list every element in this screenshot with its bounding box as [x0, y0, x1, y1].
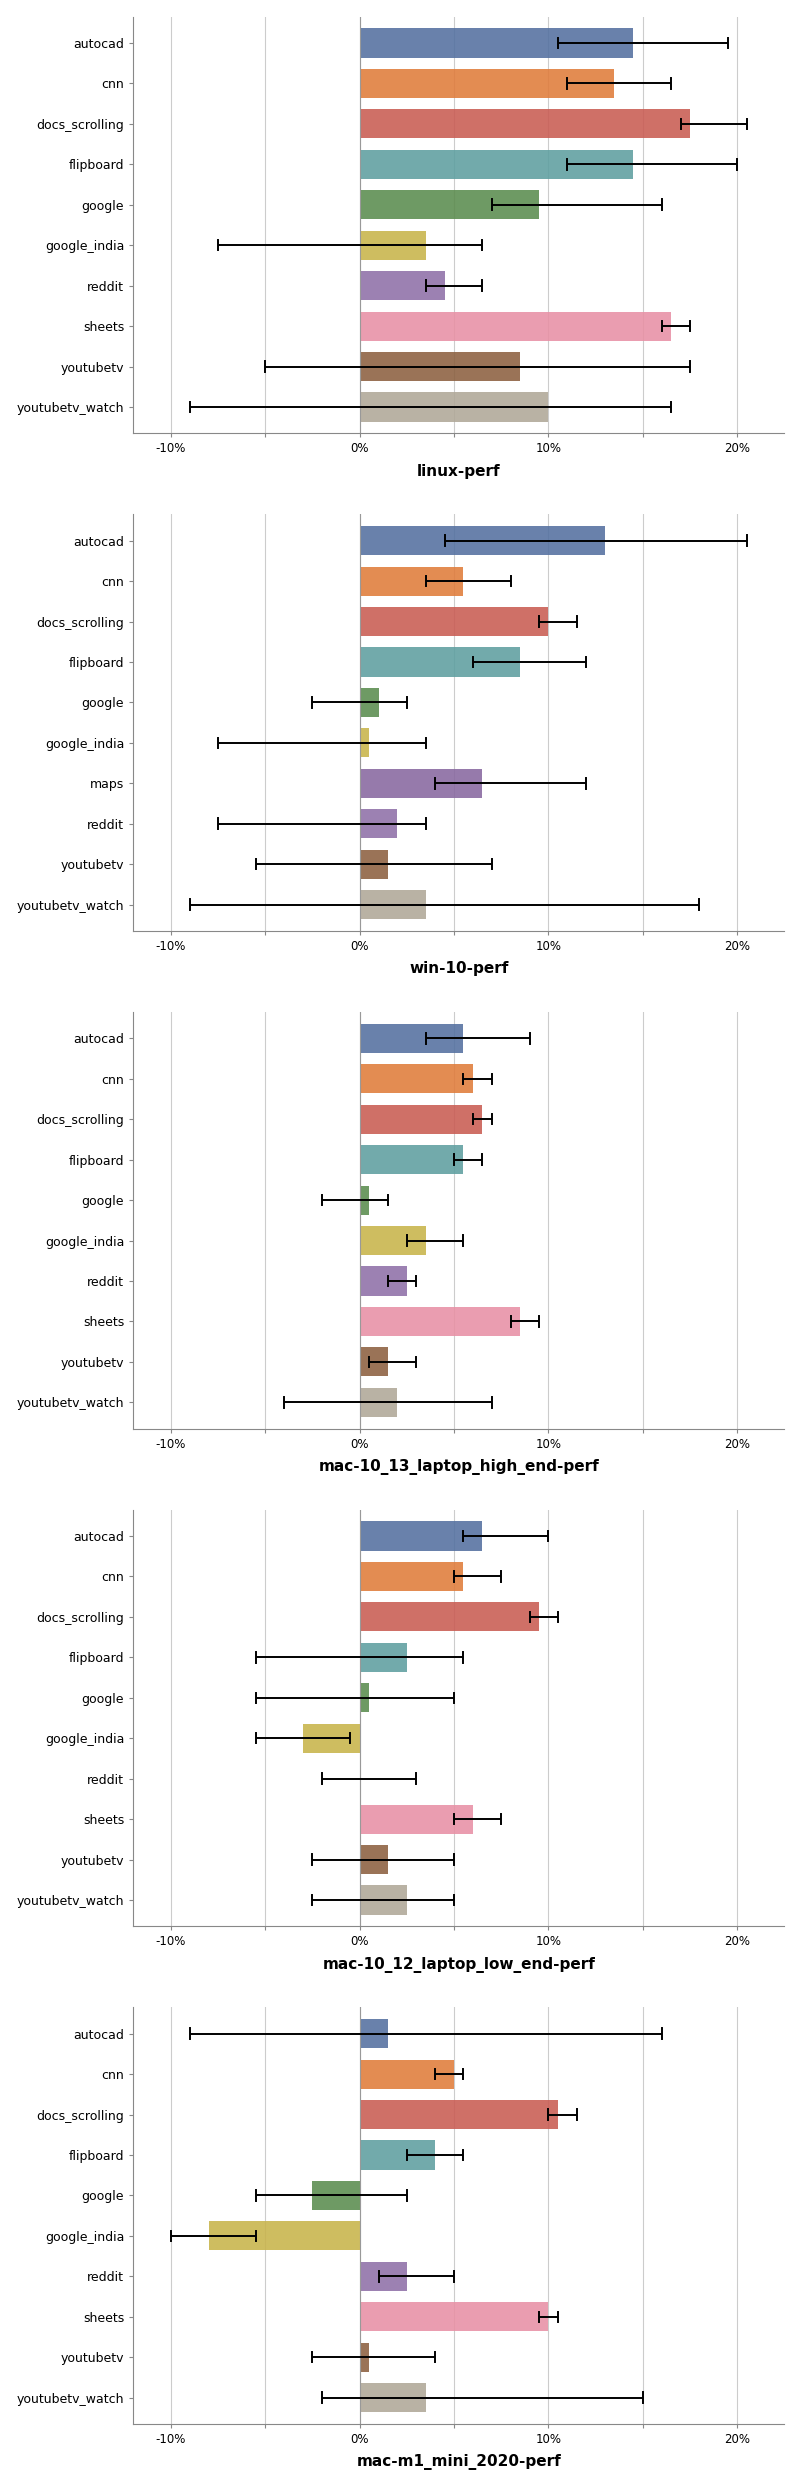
Bar — [360, 2059, 454, 2089]
Bar — [360, 1104, 482, 1134]
Bar — [360, 808, 397, 838]
Bar — [360, 1266, 407, 1296]
X-axis label: mac-10_13_laptop_high_end-perf: mac-10_13_laptop_high_end-perf — [318, 1460, 599, 1475]
Bar — [360, 2099, 557, 2129]
X-axis label: linux-perf: linux-perf — [417, 463, 501, 478]
Bar — [360, 1684, 369, 1714]
Bar — [360, 567, 464, 597]
Bar — [360, 2019, 388, 2049]
Bar — [360, 647, 520, 676]
X-axis label: win-10-perf: win-10-perf — [409, 962, 509, 977]
Bar — [360, 393, 549, 420]
Bar — [360, 1144, 464, 1174]
Bar — [360, 2343, 369, 2373]
X-axis label: mac-m1_mini_2020-perf: mac-m1_mini_2020-perf — [356, 2455, 562, 2470]
Bar — [360, 1025, 464, 1052]
Bar — [360, 851, 388, 878]
Bar — [360, 768, 482, 798]
Bar — [360, 1602, 539, 1631]
Bar — [209, 2221, 360, 2251]
Bar — [360, 231, 426, 259]
Bar — [360, 271, 445, 301]
Bar — [360, 1522, 482, 1549]
Bar — [360, 353, 520, 381]
Bar — [360, 1806, 473, 1833]
Bar — [360, 1064, 473, 1094]
Bar — [360, 1226, 426, 1256]
Bar — [303, 1723, 360, 1753]
Bar — [360, 109, 690, 139]
Bar — [312, 2181, 360, 2211]
Bar — [360, 1845, 388, 1875]
Bar — [360, 149, 634, 179]
Bar — [360, 1306, 520, 1336]
Bar — [360, 1388, 397, 1418]
Bar — [360, 1644, 407, 1671]
Bar — [360, 890, 426, 920]
Bar — [360, 311, 671, 341]
Bar — [360, 527, 605, 555]
Bar — [360, 27, 634, 57]
Bar — [360, 2141, 435, 2169]
Bar — [360, 2261, 407, 2291]
Bar — [360, 70, 614, 97]
Bar — [360, 2303, 549, 2330]
Bar — [360, 1562, 464, 1592]
Bar — [360, 189, 539, 219]
Bar — [360, 1348, 388, 1375]
Bar — [360, 729, 369, 759]
Bar — [360, 607, 549, 637]
Bar — [360, 2383, 426, 2412]
Bar — [360, 1885, 407, 1915]
Bar — [360, 1186, 369, 1214]
Bar — [360, 689, 379, 716]
X-axis label: mac-10_12_laptop_low_end-perf: mac-10_12_laptop_low_end-perf — [322, 1957, 595, 1972]
